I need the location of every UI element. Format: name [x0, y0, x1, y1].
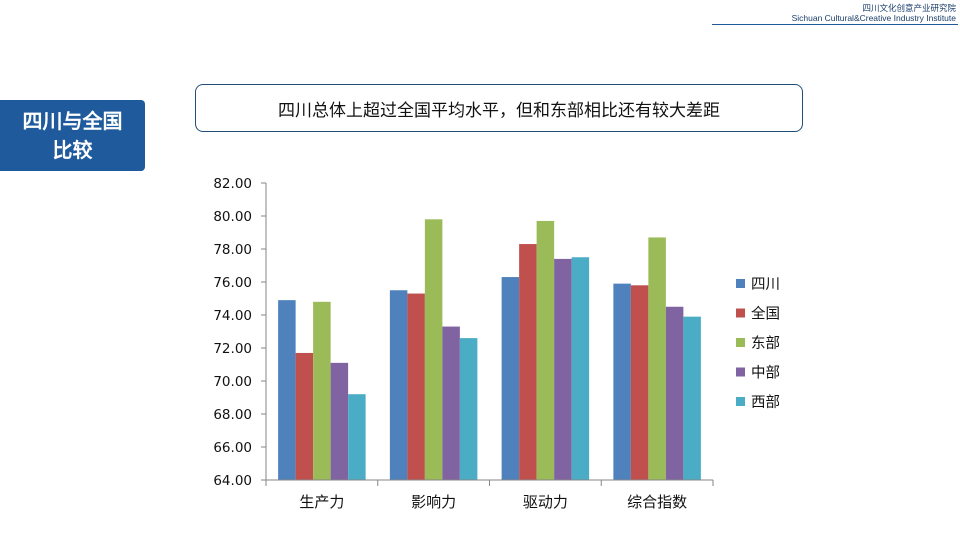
bar: [683, 316, 701, 480]
y-tick-label: 78.00: [213, 242, 252, 258]
bar: [501, 277, 520, 480]
legend-label: 四川: [751, 277, 780, 293]
bar: [407, 293, 425, 480]
y-tick-label: 64.00: [213, 473, 252, 489]
bar: [424, 219, 443, 481]
x-category-label: 影响力: [411, 493, 456, 511]
y-tick-label: 82.00: [213, 176, 252, 192]
axes-group: 64.00 66.00 68.00 70.00 72.00 74.00 76.00 78.00…: [213, 176, 714, 511]
x-category-label: 驱动力: [523, 493, 568, 511]
legend-swatch: [736, 397, 745, 406]
legend-swatch: [736, 367, 745, 377]
bar: [295, 352, 314, 480]
bar: [330, 362, 349, 480]
legend-label: 东部: [751, 335, 780, 352]
summary-callout-text: 四川总体上超过全国平均水平，但和东部相比还有较大差距: [278, 100, 720, 121]
bar: [459, 338, 478, 480]
legend-label: 全国: [751, 305, 780, 323]
institute-header: 四川文化创意产业研究院 Sichuan Cultural&Creative In…: [792, 3, 956, 23]
y-tick-label: 80.00: [213, 209, 252, 225]
institute-name-cn: 四川文化创意产业研究院: [862, 3, 956, 13]
y-tick-label: 74.00: [213, 308, 252, 324]
bar: [519, 244, 537, 480]
bar: [313, 301, 331, 480]
institute-name-en: Sichuan Cultural&Creative Industry Insti…: [791, 13, 956, 23]
bars-group: [278, 219, 701, 481]
bar: [278, 300, 296, 480]
bar: [348, 394, 366, 480]
header-divider: [712, 24, 958, 25]
section-label-line2: 比较: [52, 137, 93, 162]
legend-label: 中部: [751, 365, 780, 382]
summary-callout: 四川总体上超过全国平均水平，但和东部相比还有较大差距: [195, 84, 803, 132]
bar: [389, 290, 408, 480]
section-label: 四川与全国 比较: [0, 100, 145, 171]
bar: [442, 326, 460, 480]
legend-swatch: [736, 279, 745, 288]
bar: [554, 258, 572, 480]
y-tick-label: 76.00: [213, 275, 252, 291]
legend-label: 西部: [751, 394, 780, 411]
bar: [630, 285, 649, 480]
bar: [665, 306, 684, 480]
section-label-line1: 四川与全国: [22, 108, 123, 133]
bar: [648, 237, 666, 480]
legend-swatch: [736, 308, 745, 318]
y-tick-label: 72.00: [213, 341, 252, 357]
y-tick-label: 66.00: [213, 440, 252, 456]
bar: [613, 283, 631, 480]
x-category-label: 生产力: [299, 493, 344, 511]
bar: [536, 220, 555, 480]
bar: [571, 257, 590, 480]
x-category-label: 综合指数: [627, 493, 687, 511]
y-tick-label: 70.00: [213, 374, 252, 390]
y-tick-label: 68.00: [213, 407, 252, 423]
legend-swatch: [736, 338, 745, 347]
